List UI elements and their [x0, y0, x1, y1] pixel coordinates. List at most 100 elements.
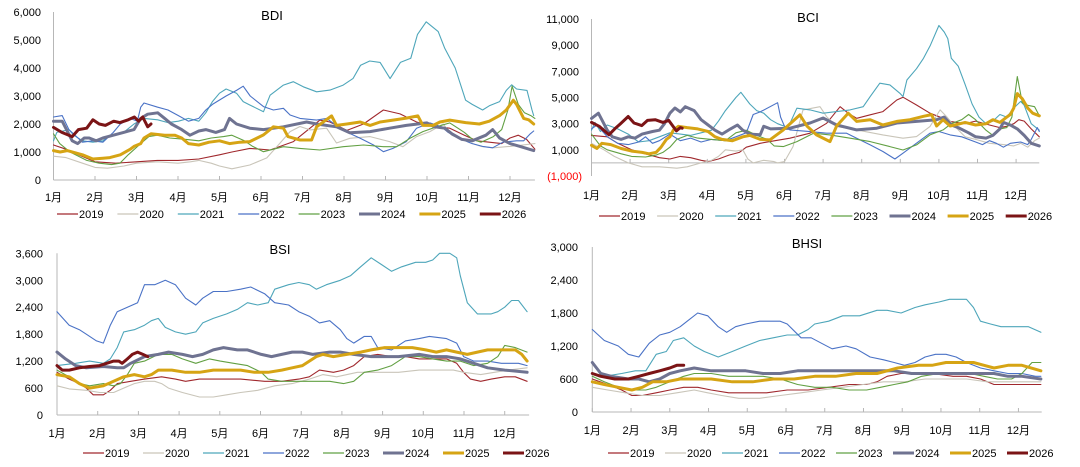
y-tick-label: 3,000	[13, 91, 41, 103]
legend-label-2026: 2026	[1028, 211, 1052, 223]
bci-line-chart: 1月 2月 3月 4月 5月 6月 7月 8月 9月 10月 11月 12月 (1,000) 1,000 3…	[546, 10, 1052, 223]
chart-title: BDI	[261, 8, 283, 23]
x-tick-label: 7月	[815, 190, 832, 202]
y-tick-label: 5,000	[13, 35, 41, 47]
series-line-2019	[591, 372, 1042, 397]
y-tick-label: 7,000	[551, 66, 579, 78]
legend-label-2019: 2019	[630, 448, 654, 460]
series-line-2024	[52, 111, 536, 153]
legend-label-2023: 2023	[853, 211, 877, 223]
y-tick-label: 5,000	[551, 93, 579, 105]
x-tick-label: 1月	[583, 190, 600, 202]
series-line-2021	[56, 252, 528, 367]
x-tick-label: 2月	[622, 425, 639, 437]
legend-label-2020: 2020	[139, 209, 163, 221]
y-tick-label: 6,000	[13, 7, 41, 19]
x-tick-label: 11月	[453, 428, 475, 440]
x-tick-label: 6月	[776, 190, 793, 202]
series-line-2023	[52, 85, 536, 166]
y-tick-label: 3,000	[550, 242, 578, 254]
series-line-2024	[590, 361, 1043, 384]
x-tick-label: 5月	[211, 192, 228, 204]
legend-label-2026: 2026	[502, 209, 526, 221]
bdi-line-chart: 1月 2月 3月 4月 5月 6月 7月 8月 9月 10月 11月 12月 0 1,000 2,000 3,…	[13, 7, 536, 221]
legend-label-2024: 2024	[915, 448, 939, 460]
chart-bsi: 1月 2月 3月 4月 5月 6月 7月 8月 9月 10月 11月 12月 0 600 1,200 1,80…	[0, 230, 549, 467]
y-tick-label: 11,000	[546, 14, 579, 26]
bsi-line-chart: 1月 2月 3月 4月 5月 6月 7月 8月 9月 10月 11月 12月 0 600 1,200 1,80…	[15, 242, 549, 460]
x-tick-label: 9月	[892, 190, 909, 202]
legend-label-2020: 2020	[165, 448, 189, 460]
x-tick-label: 4月	[171, 428, 188, 440]
series-line-2019	[56, 353, 528, 396]
y-tick-label: 1,800	[15, 329, 43, 341]
x-tick-label: 9月	[894, 425, 911, 437]
x-tick-label: 1月	[48, 428, 65, 440]
series-line-2023	[590, 76, 1040, 158]
x-tick-label: 3月	[661, 425, 678, 437]
series-line-2019	[590, 96, 1040, 163]
legend-label-2023: 2023	[345, 448, 369, 460]
x-tick-label: 8月	[853, 190, 870, 202]
x-tick-label: 9月	[374, 428, 391, 440]
x-tick-label: 4月	[700, 425, 717, 437]
series-line-2022	[591, 312, 1042, 377]
y-tick-label: 3,000	[15, 275, 43, 287]
chart-title: BCI	[797, 10, 819, 25]
series-line-2019	[52, 109, 536, 164]
x-tick-label: 2月	[622, 190, 639, 202]
y-tick-label: 3,600	[15, 248, 43, 260]
y-tick-label: 2,000	[13, 119, 41, 131]
legend-label-2019: 2019	[105, 448, 129, 460]
x-tick-label: 12月	[1004, 190, 1027, 202]
x-tick-label: 1月	[584, 425, 601, 437]
x-tick-label: 3月	[660, 190, 677, 202]
legend-label-2026: 2026	[525, 448, 549, 460]
series-line-2023	[56, 344, 528, 387]
x-tick-label: 11月	[968, 425, 990, 437]
x-tick-label: 9月	[377, 192, 394, 204]
legend-label-2020: 2020	[679, 211, 703, 223]
y-tick-label: 0	[35, 175, 41, 187]
legend-label-2022: 2022	[285, 448, 309, 460]
legend-label-2025: 2025	[972, 448, 996, 460]
legend-label-2024: 2024	[405, 448, 429, 460]
y-tick-label: 9,000	[551, 40, 579, 52]
legend-label-2021: 2021	[200, 209, 224, 221]
x-tick-label: 6月	[252, 192, 269, 204]
y-tick-label: 1,800	[550, 308, 578, 320]
x-tick-label: 4月	[169, 192, 186, 204]
series-line-2025	[55, 346, 529, 390]
y-tick-label: 1,200	[550, 341, 578, 353]
legend-label-2025: 2025	[970, 211, 994, 223]
x-tick-label: 10月	[412, 428, 435, 440]
legend-label-2025: 2025	[465, 448, 489, 460]
y-tick-label: 4,000	[13, 63, 41, 75]
x-tick-label: 6月	[777, 425, 794, 437]
series-line-2025	[590, 92, 1041, 156]
x-tick-label: 11月	[966, 190, 988, 202]
y-tick-label: 0	[37, 410, 43, 422]
y-tick-label: 1,000	[13, 147, 41, 159]
x-tick-label: 2月	[86, 192, 103, 204]
x-tick-label: 5月	[737, 190, 754, 202]
y-tick-label: 2,400	[550, 275, 578, 287]
chart-title: BSI	[270, 242, 291, 257]
x-tick-label: 3月	[128, 192, 145, 204]
series-line-2020	[56, 367, 528, 398]
series-line-2024	[590, 105, 1041, 148]
x-tick-label: 8月	[855, 425, 872, 437]
series-line-2020	[591, 378, 1042, 399]
chart-title: BHSI	[792, 236, 822, 251]
x-tick-label: 6月	[252, 428, 269, 440]
legend-label-2023: 2023	[858, 448, 882, 460]
bhsi-line-chart: 1月 2月 3月 4月 5月 6月 7月 8月 9月 10月 11月 12月 0 600 1,200 1,80…	[550, 236, 1053, 460]
chart-bci: 1月 2月 3月 4月 5月 6月 7月 8月 9月 10月 11月 12月 (1,000) 1,000 3…	[540, 0, 1080, 230]
y-tick-label: 600	[25, 383, 43, 395]
x-tick-label: 5月	[211, 428, 228, 440]
legend-label-2026: 2026	[1029, 448, 1053, 460]
series-line-2025	[590, 361, 1043, 392]
x-tick-label: 8月	[333, 428, 350, 440]
y-tick-label: 600	[560, 374, 578, 386]
legend-label-2022: 2022	[795, 211, 819, 223]
